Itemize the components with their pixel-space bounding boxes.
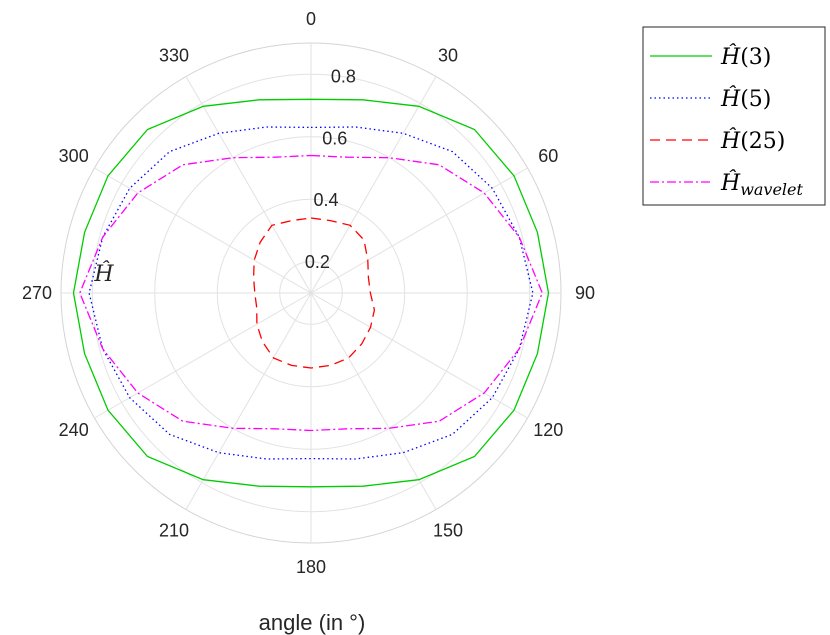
angle-tick-label: 270 bbox=[22, 283, 52, 303]
grid-spoke bbox=[185, 292, 312, 510]
radius-tick-label: 0.2 bbox=[305, 252, 330, 272]
series-line bbox=[79, 154, 544, 432]
legend: Ĥ(3) Ĥ(5) Ĥ(25) Ĥwavelet bbox=[642, 26, 826, 206]
radius-tick-label: 0.8 bbox=[331, 66, 356, 86]
grid-spoke bbox=[94, 292, 312, 419]
angle-tick-label: 330 bbox=[159, 46, 189, 66]
series-line bbox=[72, 98, 550, 488]
angle-tick-labels: 0 30 60 90 120 150 180 210 240 270 300 330 bbox=[22, 9, 595, 577]
legend-entry: Ĥ(5) bbox=[720, 85, 771, 112]
legend-entry: Ĥ(25) bbox=[720, 127, 785, 154]
grid-spoke bbox=[94, 167, 312, 294]
legend-box bbox=[642, 26, 826, 206]
angle-tick-label: 150 bbox=[433, 520, 463, 540]
radius-axis-label: Ĥ bbox=[93, 260, 114, 287]
polar-grid bbox=[60, 42, 562, 544]
series-line bbox=[88, 126, 534, 460]
legend-entry: Ĥ(3) bbox=[720, 43, 771, 70]
angle-tick-label: 210 bbox=[159, 520, 189, 540]
series-line bbox=[252, 217, 376, 369]
angle-tick-label: 0 bbox=[306, 9, 316, 29]
angle-tick-label: 60 bbox=[538, 146, 558, 166]
grid-spoke bbox=[310, 167, 528, 294]
angle-tick-label: 180 bbox=[296, 557, 326, 577]
angle-tick-label: 120 bbox=[533, 420, 563, 440]
x-axis-label: angle (in °) bbox=[259, 610, 366, 635]
angle-tick-label: 30 bbox=[438, 46, 458, 66]
grid-spoke bbox=[310, 292, 528, 419]
radius-tick-label: 0.4 bbox=[314, 190, 339, 210]
angle-tick-label: 300 bbox=[59, 146, 89, 166]
radius-tick-labels: 0.2 0.4 0.6 0.8 bbox=[305, 66, 356, 272]
grid-spoke bbox=[185, 76, 312, 294]
angle-tick-label: 90 bbox=[575, 283, 595, 303]
series-layer bbox=[72, 98, 550, 488]
legend-entry: Ĥwavelet bbox=[720, 169, 804, 199]
grid-spoke bbox=[310, 76, 437, 294]
grid-spoke bbox=[310, 292, 437, 510]
angle-tick-label: 240 bbox=[59, 420, 89, 440]
radius-tick-label: 0.6 bbox=[322, 128, 347, 148]
